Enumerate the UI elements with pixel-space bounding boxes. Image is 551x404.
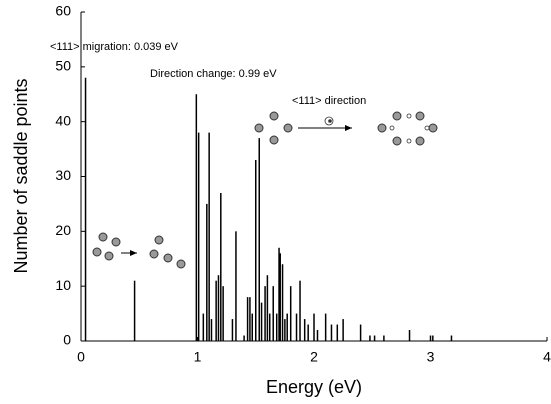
annotation: Direction change: 0.99 eV [150,68,277,80]
y-tick-label: 10 [55,277,71,293]
x-tick-label: 1 [194,349,202,365]
y-tick-label: 60 [55,3,71,19]
y-tick-label: 0 [63,332,71,348]
annotation: <111> direction [292,95,366,107]
y-tick-label: 40 [55,112,71,128]
y-tick-label: 30 [55,167,71,183]
annotation: <111> migration: 0.039 eV [50,41,179,53]
y-tick-label: 20 [55,222,71,238]
atom-diagram [254,111,438,146]
y-axis-label: Number of saddle points [11,78,31,273]
atom-diagram [92,232,186,269]
y-tick-label: 50 [55,58,71,74]
x-axis-label: Energy (eV) [266,377,362,397]
x-tick-label: 4 [543,349,551,365]
x-tick-label: 0 [77,349,85,365]
x-tick-label: 2 [310,349,318,365]
x-tick-label: 3 [427,349,435,365]
